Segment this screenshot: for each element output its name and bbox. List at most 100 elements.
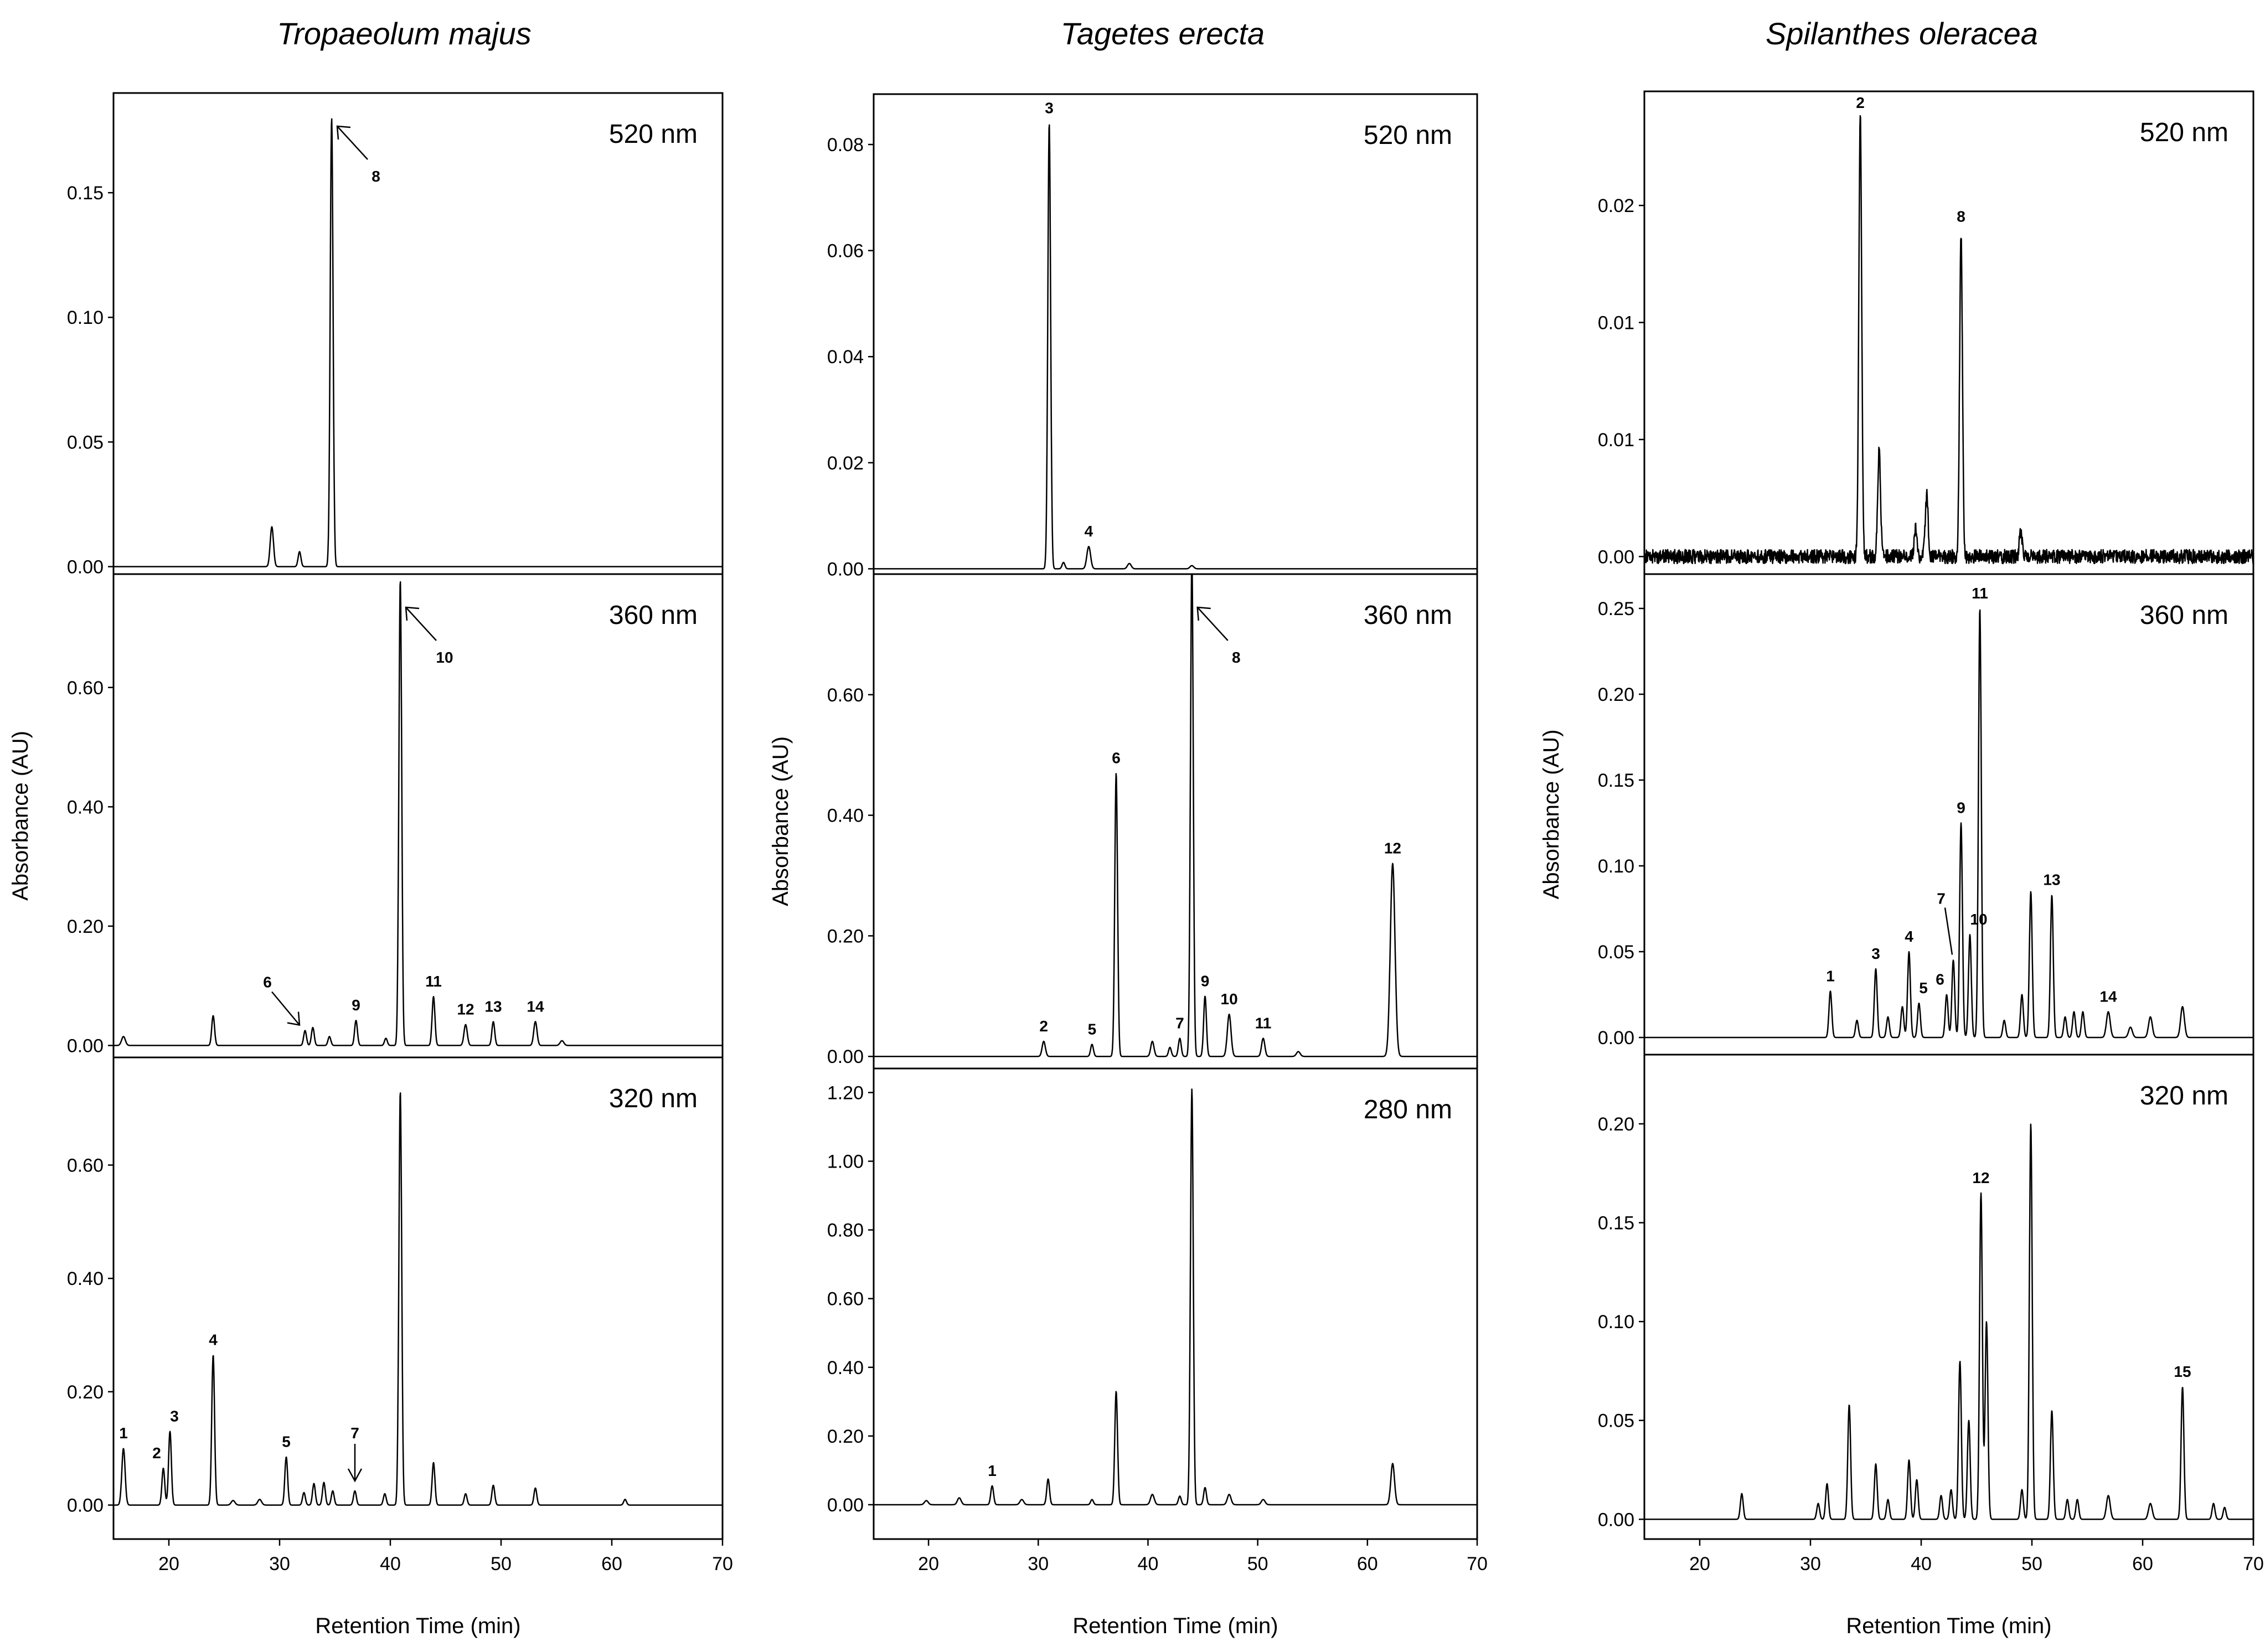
y-tick-label: 0.04 bbox=[827, 347, 864, 368]
x-tick-label: 60 bbox=[601, 1553, 622, 1574]
y-tick-label: 0.60 bbox=[67, 1155, 104, 1176]
y-tick-label: 0.10 bbox=[1598, 1312, 1634, 1333]
x-tick-label: 30 bbox=[1800, 1553, 1821, 1574]
wavelength-label: 520 nm bbox=[1364, 121, 1452, 150]
x-tick-label: 70 bbox=[712, 1553, 733, 1574]
x-tick-label: 60 bbox=[2132, 1553, 2153, 1574]
peak-arrow bbox=[337, 126, 368, 160]
plot-frame bbox=[1643, 1054, 2254, 1540]
chromatogram-trace bbox=[874, 124, 1477, 570]
y-tick-label: 0.20 bbox=[67, 1382, 104, 1403]
y-tick-label: 0.00 bbox=[67, 1495, 104, 1516]
y-tick-label: 0.00 bbox=[67, 556, 104, 577]
chromatogram-trace bbox=[113, 581, 723, 1046]
peak-label: 2 bbox=[152, 1444, 161, 1462]
y-tick-label: 0.01 bbox=[1598, 313, 1634, 334]
y-tick-label: 0.20 bbox=[1598, 684, 1634, 705]
panel-0-1: 0.00 0.20 0.40 0.60 Absorbance (AU) 360 nm 6 9 1… bbox=[8, 573, 724, 1059]
peak-arrow bbox=[1196, 607, 1229, 641]
y-tick-label: 0.20 bbox=[827, 1426, 864, 1447]
plot-frame bbox=[873, 573, 1478, 1070]
panel-1-2: 0.00 0.20 0.40 0.60 0.80 1.00 1.20 20 30 40 50 60 70… bbox=[827, 1067, 1488, 1638]
peak-label: 12 bbox=[457, 1001, 474, 1018]
peak-label: 14 bbox=[527, 998, 544, 1015]
x-tick-label: 70 bbox=[1467, 1553, 1488, 1574]
plot-frame bbox=[873, 1067, 1478, 1540]
peak-label: 1 bbox=[988, 1462, 997, 1479]
peak-label: 6 bbox=[1112, 749, 1121, 766]
plot-frame bbox=[112, 92, 724, 575]
peak-label: 3 bbox=[170, 1408, 179, 1425]
peak-label: 12 bbox=[1384, 840, 1401, 857]
x-tick-label: 20 bbox=[1689, 1553, 1710, 1574]
species-title-0: Tropaeolum majus bbox=[277, 16, 532, 51]
peak-label: 5 bbox=[282, 1433, 291, 1450]
peak-arrow bbox=[1944, 907, 1953, 955]
x-tick-label: 40 bbox=[1138, 1553, 1159, 1574]
chromatogram-trace bbox=[1644, 115, 2253, 565]
y-tick-label: 0.20 bbox=[67, 916, 104, 937]
peak-label: 11 bbox=[1255, 1015, 1272, 1032]
peak-label: 8 bbox=[372, 168, 380, 185]
y-tick-label: 0.15 bbox=[1598, 1213, 1634, 1234]
peak-arrow-head bbox=[347, 1468, 363, 1483]
y-tick-label: 0.15 bbox=[1598, 770, 1634, 791]
peak-arrow-head bbox=[405, 606, 420, 621]
x-tick-label: 30 bbox=[269, 1553, 290, 1574]
x-tick-label: 70 bbox=[2243, 1553, 2264, 1574]
y-tick-label: 0.40 bbox=[67, 797, 104, 818]
peak-label: 3 bbox=[1045, 100, 1054, 117]
peak-label: 6 bbox=[1936, 971, 1944, 988]
peak-label: 9 bbox=[1201, 972, 1210, 989]
y-tick-label: 0.10 bbox=[1598, 856, 1634, 877]
y-tick-label: 0.00 bbox=[827, 1495, 864, 1516]
y-tick-label: 0.80 bbox=[827, 1220, 864, 1241]
x-tick-label: 20 bbox=[918, 1553, 939, 1574]
peak-label: 1 bbox=[119, 1424, 128, 1442]
peak-label: 5 bbox=[1919, 979, 1928, 997]
wavelength-label: 360 nm bbox=[609, 601, 698, 630]
y-tick-label: 0.40 bbox=[67, 1268, 104, 1289]
peak-label: 2 bbox=[1039, 1018, 1048, 1035]
peak-label: 3 bbox=[1871, 945, 1880, 962]
peak-arrow-head bbox=[336, 125, 351, 140]
y-tick-label: 0.01 bbox=[1598, 430, 1634, 451]
plot-frame bbox=[112, 573, 724, 1059]
peak-label: 7 bbox=[350, 1424, 359, 1442]
wavelength-label: 360 nm bbox=[2140, 601, 2228, 630]
chromatogram-trace bbox=[1644, 609, 2253, 1039]
chromatogram-trace bbox=[113, 118, 723, 567]
y-tick-label: 0.00 bbox=[67, 1035, 104, 1056]
peak-label: 10 bbox=[436, 649, 453, 666]
y-tick-label: 0.60 bbox=[67, 678, 104, 699]
panel-0-0: 0.00 0.05 0.10 0.15 520 nm 8 bbox=[67, 92, 724, 577]
peak-label: 10 bbox=[1970, 911, 1987, 928]
y-tick-label: 0.05 bbox=[67, 432, 104, 453]
y-tick-label: 0.40 bbox=[827, 1357, 864, 1379]
y-tick-label: 0.05 bbox=[1598, 1411, 1634, 1432]
y-tick-label: 0.40 bbox=[827, 806, 864, 827]
x-tick-label: 50 bbox=[1247, 1553, 1268, 1574]
y-tick-label: 1.20 bbox=[827, 1082, 864, 1103]
wavelength-label: 280 nm bbox=[1364, 1095, 1452, 1124]
peak-label: 4 bbox=[1085, 523, 1093, 540]
peak-arrow bbox=[405, 607, 437, 641]
peak-label: 13 bbox=[2043, 871, 2060, 889]
wavelength-label: 320 nm bbox=[2140, 1081, 2228, 1111]
peak-label: 8 bbox=[1957, 208, 1965, 225]
y-tick-label: 0.02 bbox=[827, 453, 864, 474]
peak-label: 4 bbox=[209, 1331, 218, 1348]
y-tick-label: 0.06 bbox=[827, 241, 864, 262]
y-tick-label: 0.10 bbox=[67, 307, 104, 328]
y-tick-label: 0.00 bbox=[1598, 546, 1634, 567]
x-tick-label: 60 bbox=[1357, 1553, 1378, 1574]
species-title-2: Spilanthes oleracea bbox=[1766, 16, 2038, 51]
y-tick-label: 0.60 bbox=[827, 685, 864, 706]
y-tick-label: 0.02 bbox=[1598, 195, 1634, 216]
y-tick-label: 0.00 bbox=[1598, 1509, 1634, 1530]
peak-label: 11 bbox=[425, 973, 442, 990]
x-tick-label: 50 bbox=[2021, 1553, 2042, 1574]
y-tick-label: 1.00 bbox=[827, 1152, 864, 1173]
plot-frame bbox=[1643, 90, 2254, 575]
